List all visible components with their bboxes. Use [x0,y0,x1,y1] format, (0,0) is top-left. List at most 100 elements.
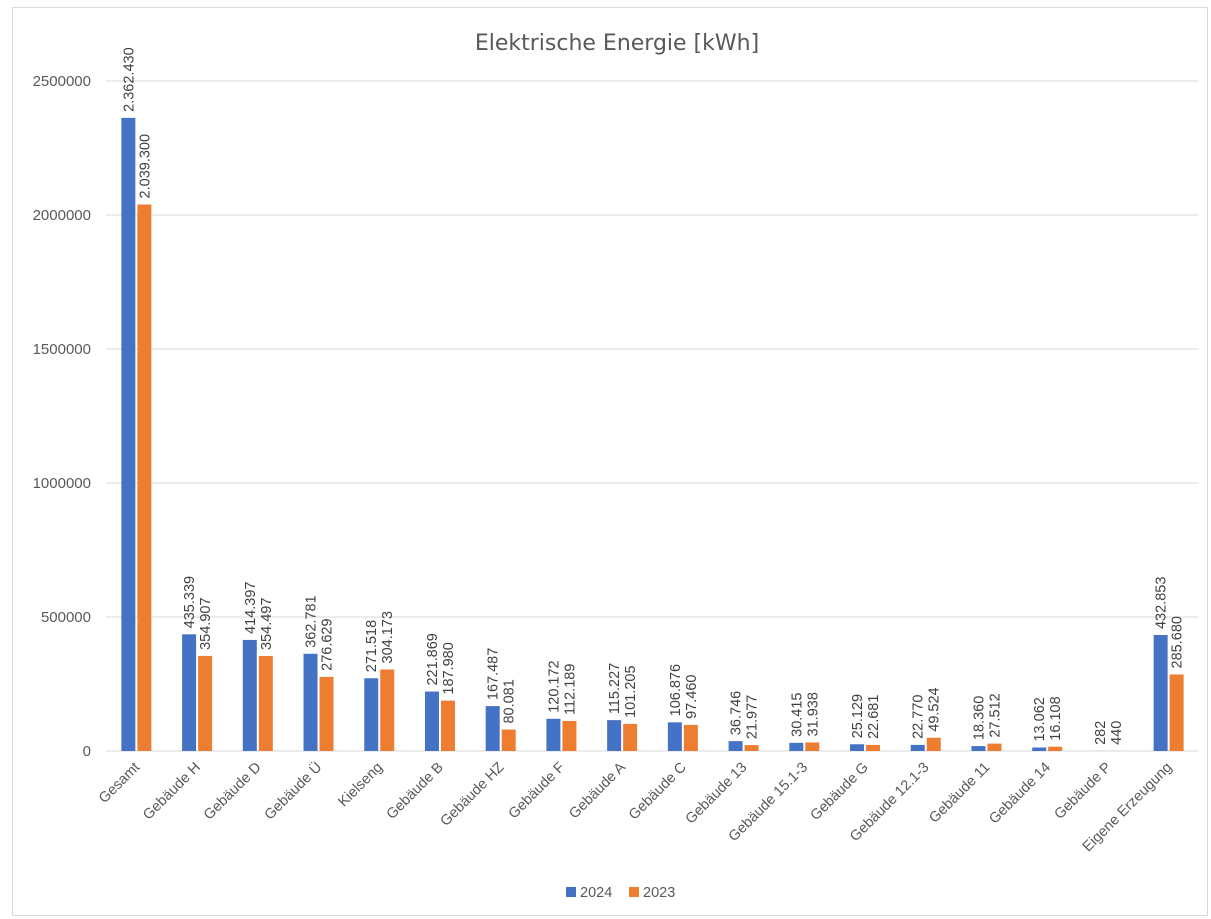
bar-2023 [866,744,881,751]
data-label-2024: 167.487 [486,648,502,700]
x-tick-label: Kielseng [335,760,386,811]
data-label-2024: 115.227 [607,663,623,714]
x-tick-label: Gebäude F [506,759,569,822]
bar-2023 [683,724,698,751]
bar-2024 [971,746,986,751]
gridlines [106,80,1199,752]
x-tick-label: Gebäude D [201,760,265,824]
legend-label-2023: 2023 [643,885,675,901]
data-label-2023: 22.681 [866,695,882,739]
bar-2024 [121,117,136,751]
x-tick-label: Gebäude Ü [260,758,325,823]
data-label-2023: 49.524 [927,687,943,731]
legend-label-2024: 2024 [580,885,612,901]
bar-2024 [1032,747,1047,751]
bar-2023 [1048,746,1063,751]
chart-area: Elektrische Energie [kWh] 0 500000 1000000… [12,7,1208,916]
bar-2024 [1153,634,1168,751]
y-tick-label: 0 [83,743,91,760]
data-label-2023: 187.980 [441,642,457,694]
bar-2023 [623,723,638,751]
data-label-2023: 276.629 [320,618,336,670]
x-tick-label: Gebäude G [808,760,872,824]
bar-2024 [667,722,682,751]
chart-svg: Elektrische Energie [kWh] 0 500000 1000000… [33,31,1199,901]
data-label-2024: 2.362.430 [121,47,137,112]
data-label-2024: 22.770 [911,695,927,739]
data-label-2023: 354.907 [198,597,214,649]
data-label-2023: 21.977 [745,695,761,739]
legend: 2024 2023 [566,885,675,901]
legend-swatch-2024 [566,887,576,897]
x-tick-label: Gebäude 13 [683,760,751,828]
data-label-2023: 16.108 [1048,696,1064,740]
data-label-2024: 13.062 [1032,697,1048,741]
bar-2024 [364,678,379,751]
bar-2023 [744,745,759,751]
y-tick-label: 1500000 [33,341,91,358]
data-label-2023: 101.205 [623,665,639,717]
chart-title: Elektrische Energie [kWh] [475,31,759,56]
x-tick-label: Gebäude 14 [986,760,1054,828]
x-tick-label: Gebäude HZ [437,759,507,829]
y-tick-label: 2500000 [33,73,91,90]
bar-2024 [242,639,257,751]
bar-2023 [926,737,941,751]
x-tick-label: Gebäude 11 [926,760,993,827]
data-label-2024: 106.876 [668,664,684,716]
data-label-2023: 354.497 [259,598,275,650]
bar-2023 [805,742,820,751]
legend-swatch-2023 [629,887,639,897]
bar-2023 [198,655,213,751]
data-label-2024: 271.518 [364,620,380,672]
bar-2023 [562,720,577,751]
data-label-2024: 18.360 [971,696,987,740]
bar-2023 [440,700,455,751]
x-tick-label: Gebäude P [1052,760,1115,823]
bar-2023 [319,676,334,751]
bar-2023 [137,204,152,752]
data-label-2024: 25.129 [850,694,866,738]
bar-2024 [910,744,925,751]
data-label-2024: 414.397 [243,582,259,634]
bar-2024 [607,720,622,751]
data-label-2024: 435.339 [182,576,198,628]
bar-2024 [485,706,500,751]
bar-2023 [987,743,1002,751]
data-label-2023: 27.512 [987,693,1003,737]
data-label-2023: 112.189 [562,664,578,715]
data-label-2023: 97.460 [684,675,700,719]
bar-2024 [789,742,804,751]
x-tick-label: Gebäude B [384,760,447,823]
y-tick-label: 2000000 [33,207,91,224]
data-label-2023: 440 [1109,721,1125,745]
bar-2023 [1169,674,1184,751]
x-tick-label: Gebäude H [140,760,204,824]
bar-2024 [424,691,439,751]
bar-2024 [182,634,197,751]
data-label-2023: 285.680 [1170,616,1186,668]
data-label-2023: 31.938 [805,692,821,736]
data-label-2024: 282 [1093,721,1109,745]
data-label-2024: 432.853 [1154,577,1170,629]
bar-2024 [303,653,318,751]
bar-2024 [728,741,743,751]
data-label-2024: 36.746 [729,691,745,735]
data-label-2024: 362.781 [304,595,320,647]
bar-2024 [850,744,865,751]
x-tick-label: Gesamt [96,760,143,807]
data-label-2023: 304.173 [380,611,396,663]
y-axis-ticks: 0 500000 1000000 1500000 2000000 2500000 [33,73,91,760]
bar-2024 [546,718,561,751]
y-tick-label: 500000 [41,609,91,626]
x-tick-label: Gebäude A [566,759,629,822]
data-label-2024: 30.415 [789,692,805,736]
x-tick-label: Gebäude C [626,760,690,824]
bar-2023 [501,729,516,751]
bar-2023 [258,655,273,751]
y-tick-label: 1000000 [33,475,91,492]
bar-2023 [380,669,395,751]
data-label-2023: 80.081 [502,679,518,723]
